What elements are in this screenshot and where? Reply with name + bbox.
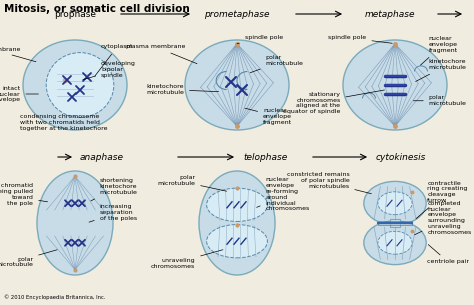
- Text: developing
bipolar
spindle: developing bipolar spindle: [83, 61, 136, 80]
- Text: polar
microtubule: polar microtubule: [413, 95, 467, 106]
- Text: polar
microtubule: polar microtubule: [157, 175, 227, 191]
- Ellipse shape: [207, 224, 267, 258]
- Text: constricted remains
of polar spindle
microtubules: constricted remains of polar spindle mic…: [287, 172, 372, 194]
- Text: unraveling
chromosomes: unraveling chromosomes: [151, 250, 223, 269]
- Ellipse shape: [207, 188, 267, 221]
- Text: cytoplasm: cytoplasm: [95, 44, 134, 76]
- Text: Mitosis, or somatic cell division: Mitosis, or somatic cell division: [4, 4, 190, 14]
- Text: metaphase: metaphase: [365, 10, 415, 19]
- Ellipse shape: [37, 171, 113, 275]
- Text: © 2010 Encyclopaedia Britannica, Inc.: © 2010 Encyclopaedia Britannica, Inc.: [4, 294, 106, 300]
- Text: cytokinesis: cytokinesis: [376, 152, 427, 162]
- Text: condensing chromosome
with two chromatids held
together at the kinetochore: condensing chromosome with two chromatid…: [20, 114, 108, 131]
- Text: plasma membrane: plasma membrane: [126, 44, 197, 64]
- Text: stationary
chromosomes
aligned at the
equator of spindle: stationary chromosomes aligned at the eq…: [283, 90, 384, 114]
- Text: increasing
separation
of the poles: increasing separation of the poles: [89, 204, 137, 222]
- Text: nuclear
envelope
re-forming
around
individual
chromosomes: nuclear envelope re-forming around indiv…: [256, 178, 310, 211]
- Text: anaphase: anaphase: [80, 152, 124, 162]
- Text: kinetochore
microtubule: kinetochore microtubule: [146, 84, 219, 95]
- Text: prophase: prophase: [54, 10, 96, 19]
- Text: nuclear
envelope
fragment: nuclear envelope fragment: [245, 108, 292, 125]
- Text: polar
microtubule: polar microtubule: [250, 55, 303, 73]
- Ellipse shape: [364, 221, 426, 265]
- Text: spindle pole: spindle pole: [237, 35, 283, 44]
- Ellipse shape: [199, 171, 275, 275]
- Text: centriole pair: centriole pair: [427, 245, 469, 264]
- FancyBboxPatch shape: [378, 221, 412, 225]
- Text: prometaphase: prometaphase: [204, 10, 270, 19]
- Text: spindle pole: spindle pole: [328, 35, 392, 43]
- Text: kinetochore
microtubule: kinetochore microtubule: [416, 59, 467, 81]
- FancyBboxPatch shape: [391, 219, 400, 227]
- Ellipse shape: [23, 40, 127, 130]
- Text: nuclear
envelope
fragment: nuclear envelope fragment: [420, 36, 458, 65]
- Text: completed
nuclear
envelope
surrounding
unraveling
chromosomes: completed nuclear envelope surrounding u…: [415, 201, 472, 235]
- Ellipse shape: [185, 40, 289, 130]
- Ellipse shape: [46, 52, 114, 117]
- Ellipse shape: [364, 181, 426, 225]
- Text: plasma membrane: plasma membrane: [0, 46, 36, 62]
- Ellipse shape: [378, 231, 412, 254]
- Ellipse shape: [343, 40, 447, 130]
- Text: contractile
ring creating
cleavage
furrow: contractile ring creating cleavage furro…: [416, 181, 468, 219]
- Text: separated chromatid
being pulled
toward
the pole: separated chromatid being pulled toward …: [0, 183, 47, 206]
- Text: telophase: telophase: [243, 152, 287, 162]
- Ellipse shape: [378, 192, 412, 215]
- Text: polar
microtubule: polar microtubule: [0, 250, 57, 267]
- Text: intact
nuclear
envelope: intact nuclear envelope: [0, 86, 38, 102]
- Text: shortening
kinetochore
microtubule: shortening kinetochore microtubule: [91, 178, 137, 201]
